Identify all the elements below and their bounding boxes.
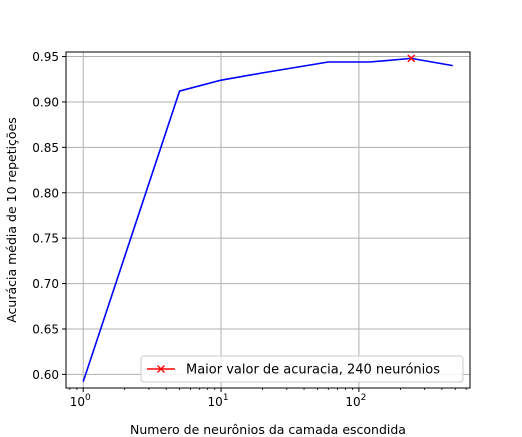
legend-x-stroke [157, 365, 165, 373]
y-tick-label: 0.80 [32, 186, 59, 200]
series-layer [82, 57, 453, 382]
x-axis-label: Numero de neurônios da camada escondida [130, 422, 406, 437]
y-tick-label: 0.60 [32, 368, 59, 382]
highlight-layer [407, 54, 416, 63]
plot-frame [65, 51, 471, 389]
axis-ticks: 100 101 102 0.60 0.65 0.70 0.75 0.80 0.85 0.90 0.9… [32, 50, 467, 409]
accuracy-series-line [82, 57, 453, 382]
grid-lines [66, 52, 470, 388]
legend: Maior valor de acuracia, 240 neurónios [140, 355, 464, 383]
y-tick-label: 0.65 [32, 322, 59, 336]
y-tick-label: 0.95 [32, 50, 59, 64]
max-marker-stroke [407, 54, 416, 63]
y-tick-label: 0.85 [32, 141, 59, 155]
x-tick-label: 101 [208, 393, 229, 409]
x-tick-label: 100 [70, 393, 91, 409]
legend-entry-label: Maior valor de acuracia, 240 neurónios [186, 363, 440, 378]
y-tick-label: 0.70 [32, 277, 59, 291]
y-tick-label: 0.75 [32, 232, 59, 246]
legend-box [140, 355, 464, 383]
legend-marker [147, 365, 175, 373]
y-axis-label: Acurácia média de 10 repetições [4, 117, 19, 323]
max-accuracy-marker [407, 54, 416, 63]
x-tick-label: 102 [345, 393, 366, 409]
y-tick-label: 0.90 [32, 95, 59, 109]
